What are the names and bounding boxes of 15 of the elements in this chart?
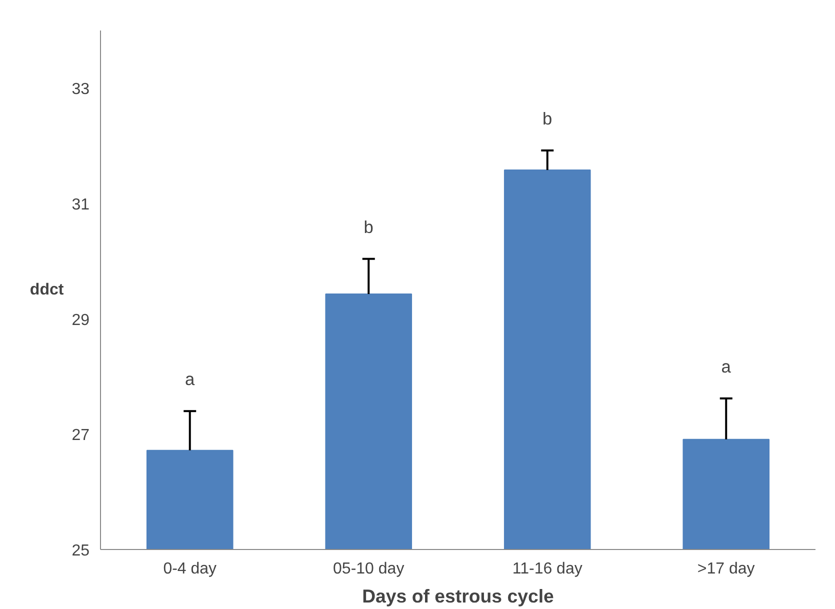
x-tick-label: >17 day xyxy=(697,560,755,578)
y-tick-label: 33 xyxy=(72,81,90,98)
x-tick-label: 0-4 day xyxy=(163,560,217,578)
annotation: a xyxy=(721,356,732,376)
annotation: a xyxy=(185,369,196,390)
y-tick-label: 25 xyxy=(72,542,90,560)
annotation: b xyxy=(542,108,552,128)
y-tick-label: 31 xyxy=(72,196,90,214)
y-tick-label: 29 xyxy=(72,312,90,329)
annotation: b xyxy=(364,216,374,237)
y-tick-label: 27 xyxy=(72,427,90,444)
x-axis-title: Days of estrous cycle xyxy=(362,586,554,606)
y-axis-title: ddct xyxy=(30,282,64,298)
x-tick-label: 11-16 day xyxy=(512,560,582,578)
x-tick-label: 05-10 day xyxy=(333,560,404,578)
